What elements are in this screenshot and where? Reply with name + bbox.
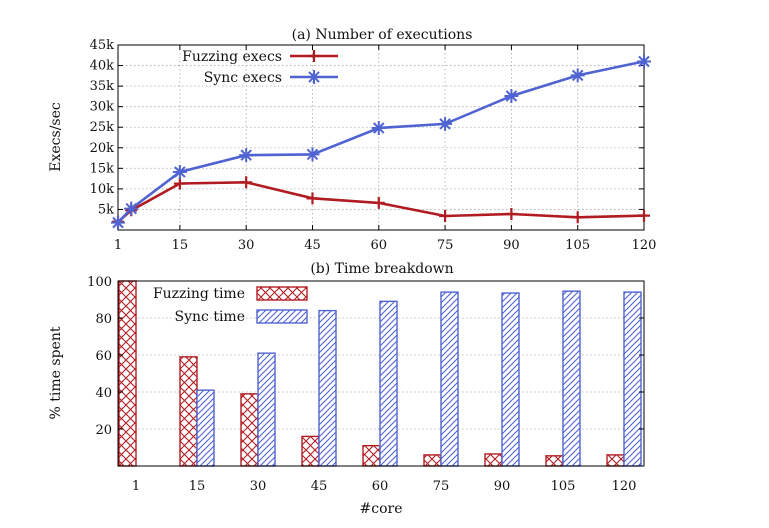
series-sync-time [196,290,642,467]
x-tick-label: 30 [238,238,255,253]
y-tick-label: 40 [95,386,112,401]
chart-b-ticks: 20 40 60 80 100 1 15 30 45 60 75 90 105 120 [87,275,644,494]
x-tick-label: 1 [132,479,140,494]
data-point [439,210,452,223]
legend-swatch [256,309,308,324]
chart-time-breakdown: (b) Time breakdown 20 40 60 80 100 1 15 30 45 60 7… [48,261,645,517]
chart-a-frame [117,44,645,231]
y-tick-label: 10k [90,182,115,197]
chart-b-xlabel: #core [360,501,403,517]
x-tick-label: 30 [250,479,267,494]
bar [545,455,564,467]
data-point [638,209,650,222]
data-point [124,201,139,216]
y-tick-label: 80 [95,312,112,327]
y-tick-label: 100 [87,275,112,290]
bar [623,291,642,467]
chart-b-frame [117,280,645,467]
bar [118,280,137,467]
x-tick-label: 60 [372,479,389,494]
legend-label: Sync execs [204,70,282,86]
bar [379,300,398,467]
bar [301,435,320,467]
chart-a-grid [118,44,644,230]
y-tick-label: 40k [90,59,115,74]
y-tick-label: 60 [95,349,112,364]
y-tick-label: 5k [98,202,114,217]
x-tick-label: 90 [503,238,520,253]
data-point [240,176,253,189]
data-point [571,211,584,224]
data-point [637,54,651,69]
bar [484,453,503,467]
x-tick-label: 45 [311,479,328,494]
x-tick-label: 120 [632,238,657,253]
legend-label: Fuzzing execs [182,49,282,65]
y-tick-label: 25k [90,120,115,135]
bar [501,292,520,467]
legend-marker [308,50,320,62]
x-tick-label: 75 [433,479,450,494]
bar [257,352,276,467]
y-tick-label: 30k [90,100,115,115]
data-point [504,88,519,103]
data-point [172,165,187,180]
x-tick-label: 90 [494,479,511,494]
data-point [111,215,125,230]
x-tick-label: 15 [189,479,206,494]
bar [606,454,625,467]
legend-swatch [256,286,308,301]
x-tick-label: 60 [371,238,388,253]
chart-a-ticks: 5k 10k 15k 20k 25k 30k 35k 40k 45k 1 15 30 45 60 75 90 1… [90,38,657,253]
data-point [173,177,186,190]
bar [179,356,198,467]
chart-a-series [111,54,651,230]
series-fuzzing-time [118,280,625,467]
data-point [371,121,386,136]
x-tick-label: 105 [565,238,590,253]
x-tick-label: 75 [437,238,454,253]
x-tick-label: 105 [551,479,576,494]
bar [318,309,337,467]
bar [240,393,259,467]
data-point [239,148,254,163]
data-point [505,207,518,220]
data-point [372,196,385,209]
chart-a-ylabel: Execs/sec [48,102,64,172]
y-tick-label: 45k [90,38,115,53]
x-tick-label: 1 [114,238,122,253]
chart-b-bars [118,280,642,467]
x-tick-label: 15 [172,238,189,253]
chart-b-legend: Fuzzing time Sync time [153,286,308,325]
y-tick-label: 20k [90,141,115,156]
bar [562,290,581,467]
data-point [570,68,585,83]
series-line [117,180,645,223]
data-point [305,147,320,162]
series-sync-execs [111,54,651,230]
y-tick-label: 15k [90,161,115,176]
chart-b-title: (b) Time breakdown [310,261,453,277]
chart-b-ylabel: % time spent [48,326,64,419]
bar [362,444,381,467]
chart-executions: (a) Number of executions 5k 10k 15k 20k 25k 3… [48,27,656,253]
series-line [117,60,645,224]
series-fuzzing-execs [112,176,650,228]
x-tick-label: 45 [304,238,321,253]
legend-marker [307,70,321,84]
data-point [438,116,453,131]
bar [423,454,442,467]
legend-label: Sync time [175,309,245,325]
y-tick-label: 35k [90,79,115,94]
bar [440,291,459,467]
x-tick-label: 120 [612,479,637,494]
data-point [306,192,319,205]
legend-label: Fuzzing time [153,286,245,302]
chart-a-legend: Fuzzing execs Sync execs [182,49,338,86]
bar [196,389,215,467]
chart-a-title: (a) Number of executions [292,27,473,43]
y-tick-label: 20 [95,423,112,438]
